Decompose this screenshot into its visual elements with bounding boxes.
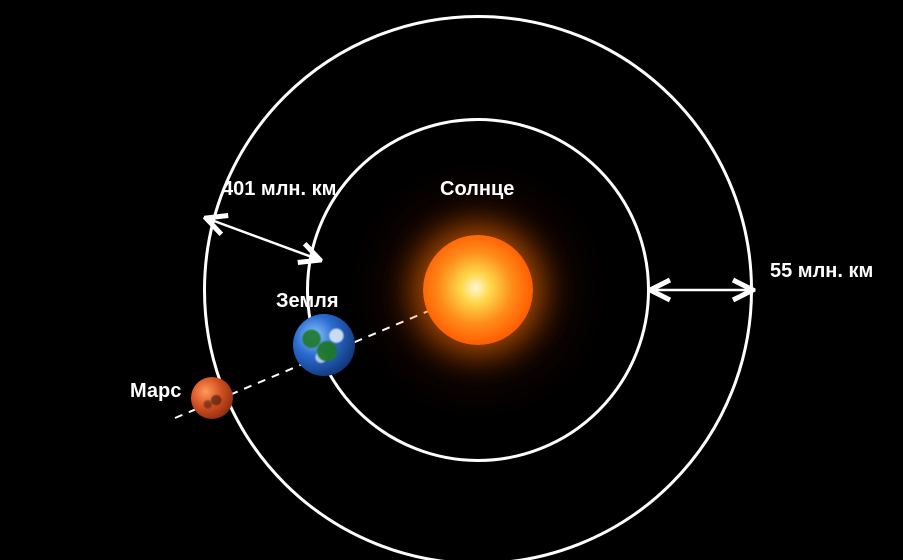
label-distance-near: 55 млн. км xyxy=(770,260,873,283)
label-earth: Земля xyxy=(276,290,339,313)
label-mars: Марс xyxy=(130,380,181,403)
sun xyxy=(423,235,533,345)
mars xyxy=(191,377,233,419)
earth xyxy=(293,314,355,376)
solar-diagram: Солнце Земля Марс 401 млн. км 55 млн. км xyxy=(0,0,903,560)
label-distance-far: 401 млн. км xyxy=(222,178,336,201)
label-sun: Солнце xyxy=(440,178,514,201)
